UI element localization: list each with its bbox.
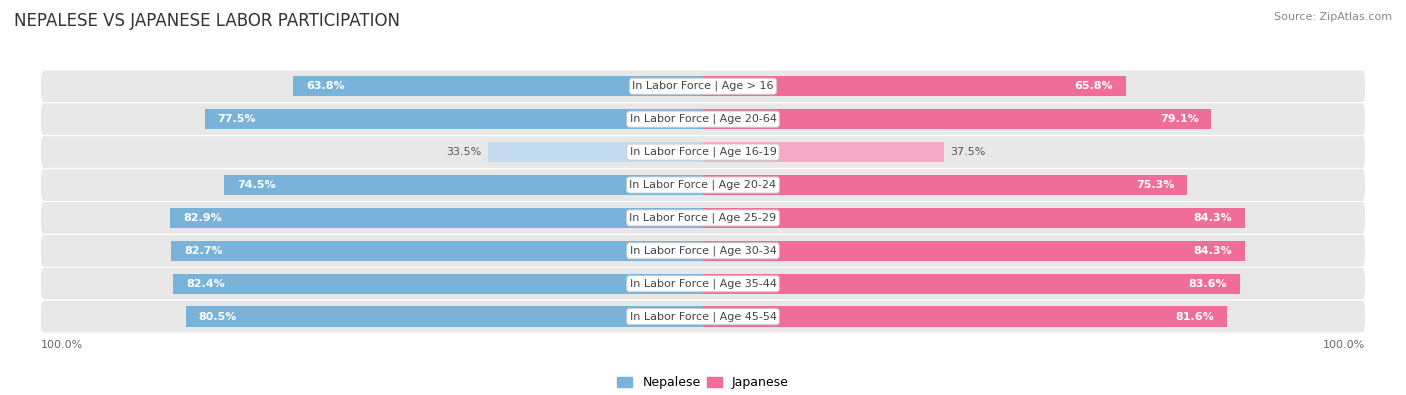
FancyBboxPatch shape xyxy=(41,70,1365,102)
Text: In Labor Force | Age 16-19: In Labor Force | Age 16-19 xyxy=(630,147,776,157)
Bar xyxy=(186,307,703,327)
Bar xyxy=(172,241,703,261)
Text: 37.5%: 37.5% xyxy=(950,147,986,157)
Text: 75.3%: 75.3% xyxy=(1136,180,1174,190)
FancyBboxPatch shape xyxy=(41,169,1365,201)
Text: In Labor Force | Age 30-34: In Labor Force | Age 30-34 xyxy=(630,246,776,256)
FancyBboxPatch shape xyxy=(41,136,1365,168)
Bar xyxy=(703,142,943,162)
Text: 82.9%: 82.9% xyxy=(183,213,222,223)
FancyBboxPatch shape xyxy=(41,235,1365,267)
Bar xyxy=(703,76,1126,96)
Text: 82.4%: 82.4% xyxy=(186,279,225,289)
Text: 79.1%: 79.1% xyxy=(1160,114,1198,124)
Bar xyxy=(703,109,1212,130)
Text: 83.6%: 83.6% xyxy=(1189,279,1227,289)
Bar xyxy=(703,273,1240,294)
Text: 100.0%: 100.0% xyxy=(41,340,83,350)
Text: In Labor Force | Age > 16: In Labor Force | Age > 16 xyxy=(633,81,773,92)
Bar xyxy=(488,142,703,162)
Text: In Labor Force | Age 20-64: In Labor Force | Age 20-64 xyxy=(630,114,776,124)
Text: In Labor Force | Age 25-29: In Labor Force | Age 25-29 xyxy=(630,213,776,223)
FancyBboxPatch shape xyxy=(41,202,1365,234)
Text: 63.8%: 63.8% xyxy=(305,81,344,91)
FancyBboxPatch shape xyxy=(41,301,1365,333)
Text: NEPALESE VS JAPANESE LABOR PARTICIPATION: NEPALESE VS JAPANESE LABOR PARTICIPATION xyxy=(14,12,401,30)
Bar xyxy=(224,175,703,195)
FancyBboxPatch shape xyxy=(41,103,1365,135)
Text: In Labor Force | Age 20-24: In Labor Force | Age 20-24 xyxy=(630,180,776,190)
Bar xyxy=(292,76,703,96)
Bar xyxy=(170,208,703,228)
Text: 74.5%: 74.5% xyxy=(238,180,276,190)
Bar xyxy=(703,208,1244,228)
Bar xyxy=(703,175,1187,195)
Text: 84.3%: 84.3% xyxy=(1194,213,1232,223)
Text: In Labor Force | Age 35-44: In Labor Force | Age 35-44 xyxy=(630,278,776,289)
Text: 77.5%: 77.5% xyxy=(218,114,256,124)
Text: 33.5%: 33.5% xyxy=(446,147,481,157)
Bar xyxy=(205,109,703,130)
Text: 81.6%: 81.6% xyxy=(1175,312,1215,322)
Bar xyxy=(703,241,1244,261)
Text: 100.0%: 100.0% xyxy=(1323,340,1365,350)
Text: Source: ZipAtlas.com: Source: ZipAtlas.com xyxy=(1274,12,1392,22)
Text: 80.5%: 80.5% xyxy=(198,312,236,322)
Legend: Nepalese, Japanese: Nepalese, Japanese xyxy=(612,371,794,394)
Text: In Labor Force | Age 45-54: In Labor Force | Age 45-54 xyxy=(630,311,776,322)
Text: 84.3%: 84.3% xyxy=(1194,246,1232,256)
Bar xyxy=(173,273,703,294)
Text: 82.7%: 82.7% xyxy=(184,246,224,256)
Text: 65.8%: 65.8% xyxy=(1074,81,1114,91)
Bar xyxy=(703,307,1227,327)
FancyBboxPatch shape xyxy=(41,268,1365,299)
